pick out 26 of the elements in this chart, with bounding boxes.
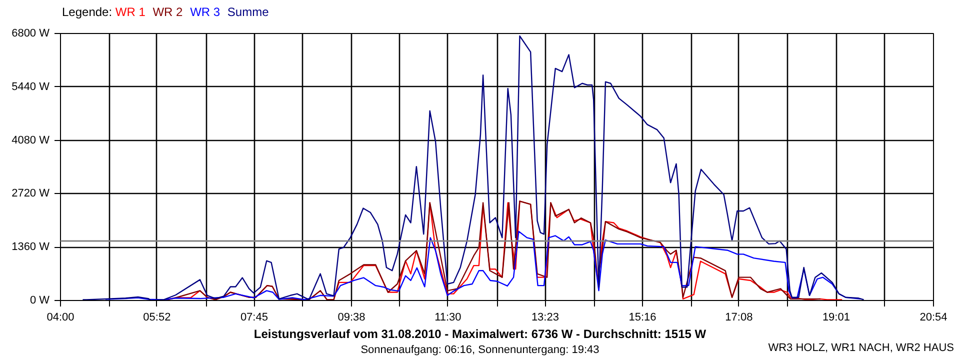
text: Summe [227,5,269,19]
text: Sonnenaufgang: 06:16, Sonnenuntergang: 19:43 [360,344,600,356]
text: WR 3 [190,5,220,19]
line-series [82,35,864,300]
x-tick-label: 11:30 [434,312,462,324]
text: WR3 HOLZ, WR1 NACH, WR2 HAUS [768,341,954,356]
x-tick-label: 17:08 [725,312,753,324]
x-tick-label: 20:54 [920,312,948,324]
x-tick-label: 05:52 [143,312,171,324]
line-series [104,230,862,300]
y-tick-label: 2720 W [12,188,50,200]
y-tick-label: 5440 W [12,80,50,93]
text: WR 1 [115,5,146,19]
x-tick-label: 09:38 [338,312,366,324]
x-tick-label: 15:16 [628,312,656,324]
text: WR 2 [152,5,183,19]
y-tick-label: 0 W [30,294,50,306]
y-tick-label: 1360 W [12,241,50,254]
x-tick-label: 04:00 [46,312,74,324]
x-tick-label: 19:01 [822,312,850,324]
text: Leistungsverlauf vom 31.08.2010 - Maximalwert: 6736 W - Durchschnitt: 1515 W [252,326,708,343]
x-tick-label: 07:45 [240,312,268,324]
y-tick-label: 4080 W [12,134,50,146]
legend-title: Legende: [62,5,112,19]
y-tick-label: 6800 W [12,28,50,40]
x-tick-label: 13:23 [531,312,559,324]
